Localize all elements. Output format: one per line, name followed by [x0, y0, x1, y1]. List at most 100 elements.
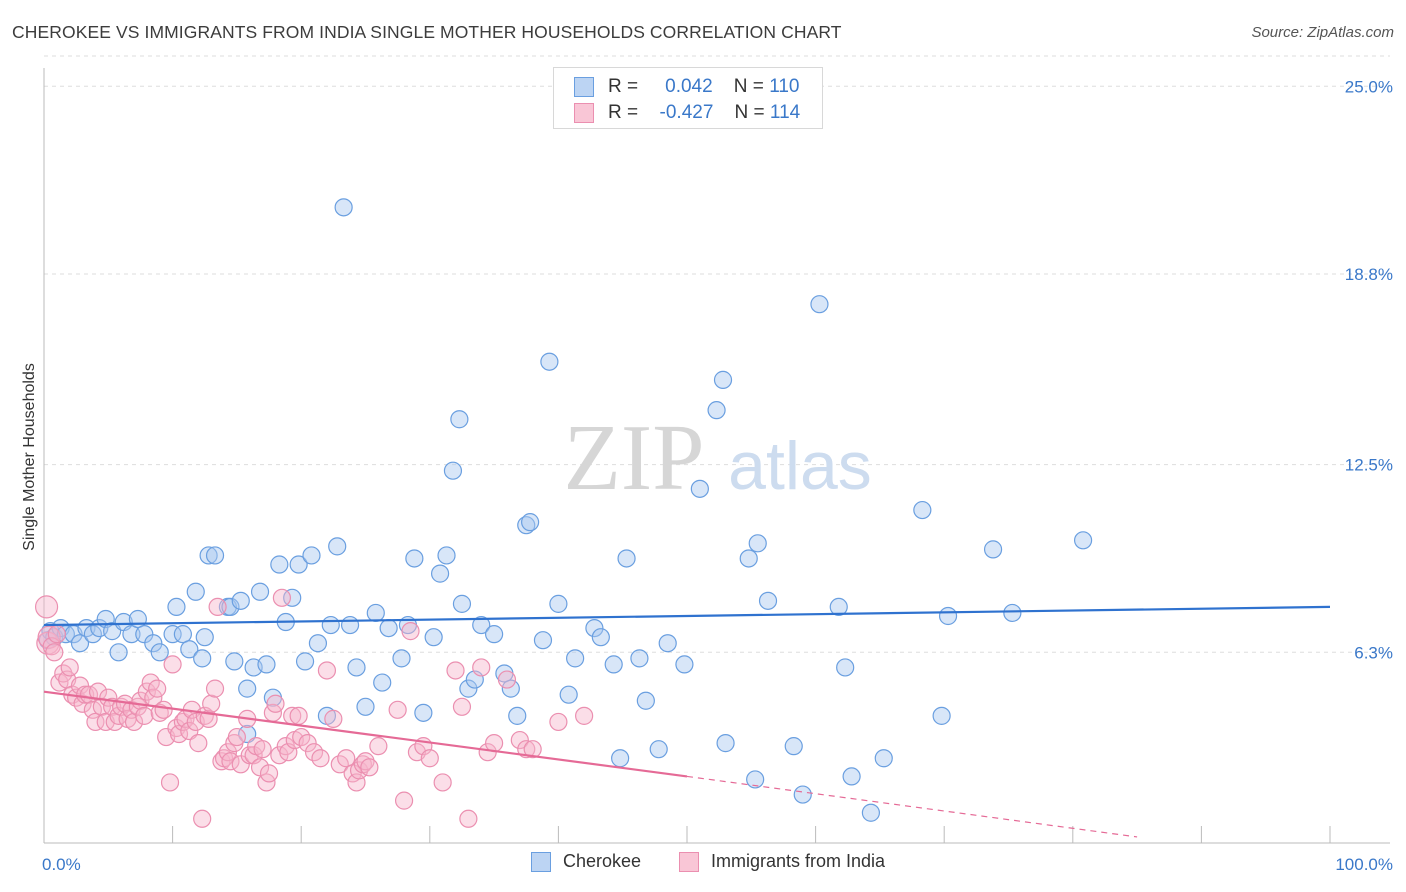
tick-labels: 6.3% 12.5% 18.8% 25.0% 0.0% 100.0%	[42, 77, 1393, 874]
n-label: N =	[734, 102, 765, 123]
cherokee-point	[630, 649, 649, 668]
cherokee-point	[452, 594, 472, 613]
india-point	[420, 749, 439, 768]
cherokee-point	[302, 546, 321, 565]
cherokee-point	[186, 582, 205, 601]
cherokee-point	[321, 615, 340, 635]
india-point	[60, 658, 79, 677]
india-point	[324, 709, 343, 728]
cherokee-point	[70, 634, 90, 653]
india-point	[317, 661, 337, 680]
india-point	[250, 758, 270, 777]
watermark-zip: ZIP	[564, 406, 705, 510]
r-value: 0.042	[665, 76, 713, 97]
cherokee-point	[549, 594, 568, 613]
cherokee-point	[257, 655, 276, 674]
legend-row-cherokee: R = 0.042 N = 110	[574, 75, 799, 99]
india-point	[205, 679, 225, 698]
cherokee-point	[205, 546, 225, 565]
cherokee-point	[932, 706, 951, 725]
cherokee-point	[109, 643, 128, 662]
cherokee-point	[617, 549, 636, 568]
cherokee-point	[443, 461, 463, 480]
watermark: ZIP atlas	[564, 406, 872, 510]
cherokee-point	[430, 564, 450, 583]
cherokee-point	[716, 734, 735, 753]
legend-row-india: R = -0.427 N = 114	[574, 101, 800, 125]
cherokee-point	[334, 198, 353, 217]
cherokee-point	[559, 685, 578, 704]
india-point	[433, 773, 452, 792]
cherokee-point	[459, 679, 478, 698]
cherokee-point	[295, 652, 315, 671]
cherokee-point	[533, 631, 553, 650]
india-point	[549, 712, 568, 732]
india-point	[337, 749, 356, 768]
india-swatch	[679, 851, 699, 872]
india-point	[180, 721, 199, 741]
india-point	[124, 712, 144, 732]
n-label: N =	[733, 76, 764, 97]
india-point	[163, 655, 182, 674]
cherokee-point	[521, 513, 540, 532]
data-points	[34, 77, 1093, 828]
cherokee-point	[231, 591, 250, 610]
cherokee-point	[414, 703, 433, 722]
legend-label-cherokee: Cherokee	[563, 851, 642, 871]
cherokee-point	[938, 606, 958, 626]
source-label: Source: ZipAtlas.com	[1251, 24, 1394, 41]
india-point	[523, 740, 542, 759]
cherokee-point	[913, 500, 932, 520]
cherokee-point	[585, 618, 604, 638]
cherokee-point	[636, 691, 655, 710]
legend-item-india: Immigrants from India	[679, 851, 885, 872]
india-trend-extension	[686, 775, 1138, 838]
cherokee-point	[842, 767, 861, 786]
n-value: 110	[769, 76, 800, 97]
india-point	[208, 597, 227, 617]
cherokee-point	[739, 549, 758, 568]
cherokee-point	[472, 615, 491, 635]
india-point	[86, 712, 105, 732]
india-point	[193, 809, 212, 828]
cherokee-point	[283, 588, 302, 607]
cherokee-point	[173, 625, 192, 644]
cherokee-point	[501, 679, 520, 698]
x-tick-label: 100.0%	[1335, 855, 1393, 874]
cherokee-point	[193, 649, 212, 668]
cherokee-point	[238, 679, 257, 698]
india-point	[311, 749, 330, 768]
cherokee-point	[180, 640, 199, 659]
cherokee-point	[874, 749, 893, 768]
cherokee-point	[308, 634, 328, 653]
cherokee-point	[289, 555, 308, 574]
legend-item-cherokee: Cherokee	[531, 851, 641, 872]
cherokee-point	[405, 549, 424, 568]
india-point	[99, 688, 118, 707]
india-point	[88, 682, 108, 701]
cherokee-point	[450, 410, 469, 429]
india-point	[272, 588, 292, 607]
cherokee-point	[424, 628, 443, 647]
cherokee-point	[221, 597, 240, 617]
cherokee-point	[485, 625, 504, 644]
india-point	[575, 706, 594, 725]
cherokee-point	[658, 634, 677, 653]
cherokee-point	[690, 479, 709, 498]
india-point	[401, 622, 420, 641]
cherokee-point	[829, 597, 848, 617]
india-point	[446, 661, 465, 680]
india-trend-line	[43, 690, 688, 778]
cherokee-point	[1003, 603, 1022, 623]
y-tick-label: 18.8%	[1345, 265, 1393, 284]
india-point	[510, 730, 529, 750]
cherokee-point	[379, 618, 398, 638]
cherokee-point	[604, 655, 623, 674]
legend-label-india: Immigrants from India	[711, 851, 886, 871]
r-value: -0.427	[659, 102, 714, 123]
cherokee-point	[746, 770, 765, 789]
india-point	[154, 700, 173, 719]
cherokee-point	[150, 643, 169, 662]
india-point	[289, 706, 308, 725]
